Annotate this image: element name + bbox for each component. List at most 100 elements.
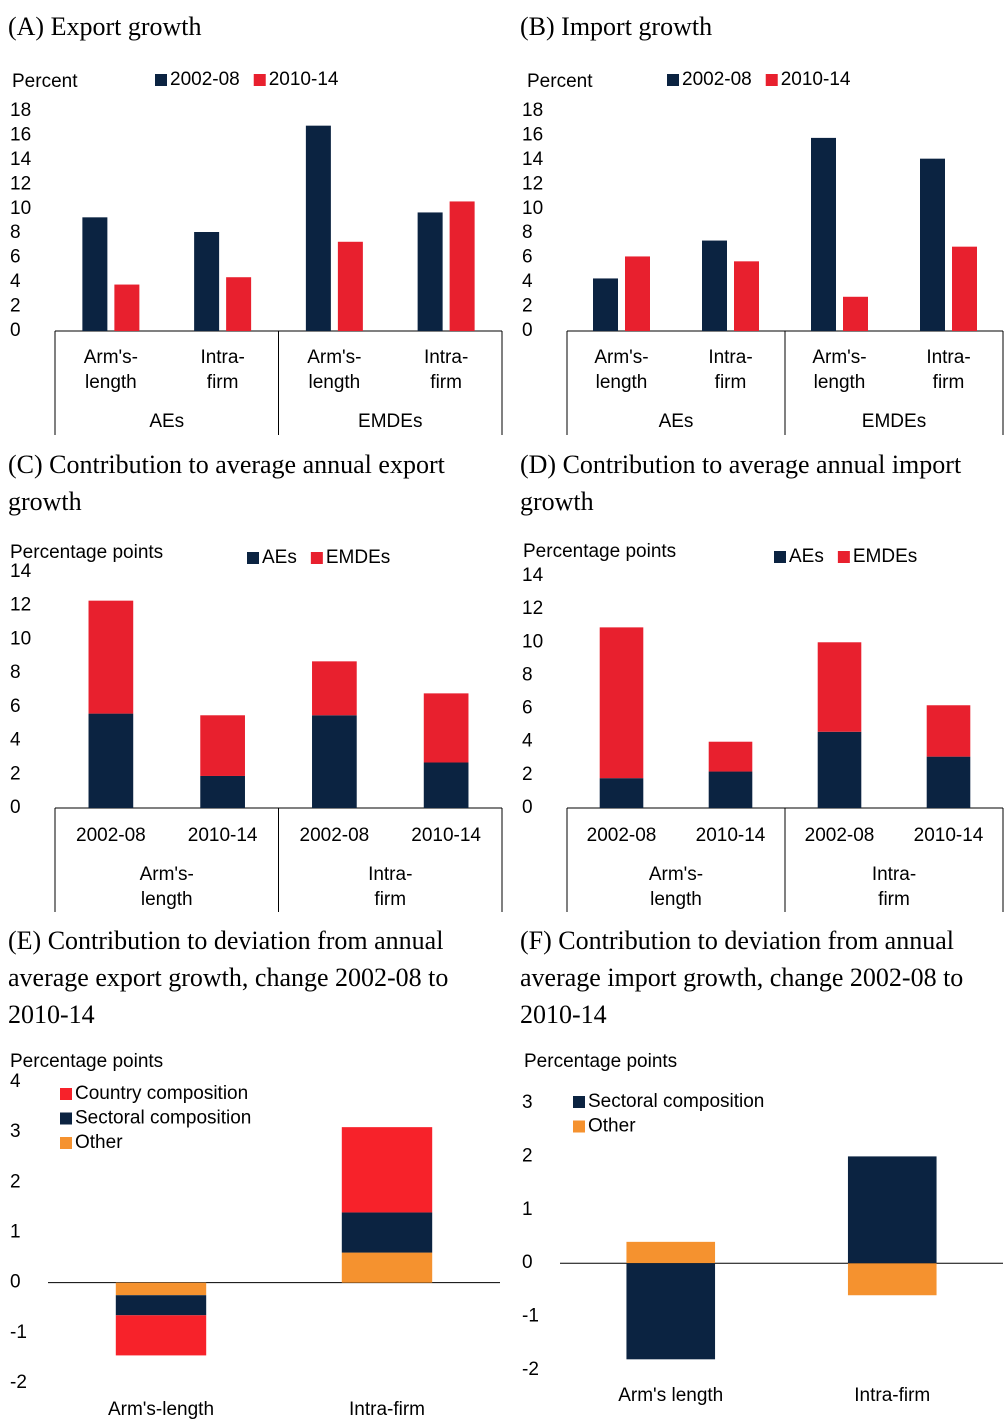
bar bbox=[920, 158, 945, 331]
legend-swatch bbox=[667, 74, 679, 86]
y-tick-label: 3 bbox=[10, 1121, 21, 1142]
group-label: Arm's-length bbox=[649, 864, 703, 910]
legend-swatch bbox=[765, 74, 778, 86]
bar-segment bbox=[200, 715, 245, 776]
panel-title: (B) Import growth bbox=[520, 12, 713, 41]
group-label: Intra-firm bbox=[872, 864, 916, 910]
y-tick-label: 6 bbox=[522, 247, 533, 268]
bar-segment bbox=[926, 756, 971, 808]
y-tick-label: 4 bbox=[522, 731, 533, 752]
legend-label: EMDEs bbox=[853, 546, 917, 567]
legend-label: Other bbox=[75, 1132, 123, 1153]
bar bbox=[114, 284, 140, 331]
y-tick-label: 6 bbox=[522, 698, 533, 719]
x-tick-label: Arm's-length bbox=[812, 347, 866, 393]
bar bbox=[843, 296, 868, 331]
bar bbox=[82, 217, 108, 331]
y-tick-label: 8 bbox=[522, 222, 533, 243]
bar-segment bbox=[423, 762, 469, 808]
y-tick-label: 16 bbox=[10, 124, 31, 145]
y-tick-label: 10 bbox=[522, 198, 543, 219]
legend-swatch bbox=[310, 552, 323, 564]
legend-label: 2002-08 bbox=[682, 69, 752, 90]
y-tick-label: 14 bbox=[10, 149, 32, 170]
legend-label: 2010-14 bbox=[781, 69, 851, 90]
y-tick-label: 0 bbox=[522, 797, 533, 818]
group-label: AEs bbox=[659, 411, 694, 432]
y-tick-label: 12 bbox=[522, 173, 543, 194]
bar-segment bbox=[115, 1282, 207, 1296]
legend-swatch bbox=[60, 1088, 72, 1100]
legend-swatch bbox=[247, 552, 259, 564]
bar bbox=[305, 125, 331, 332]
bar bbox=[194, 232, 220, 331]
y-tick-label: 4 bbox=[522, 271, 533, 292]
y-tick-label: 18 bbox=[522, 100, 543, 121]
bar-segment bbox=[708, 771, 753, 808]
y-tick-label: 10 bbox=[10, 198, 31, 219]
bar bbox=[811, 137, 836, 331]
bar-segment bbox=[626, 1263, 716, 1360]
bar bbox=[337, 241, 363, 331]
x-tick-label: 2010-14 bbox=[914, 825, 984, 846]
bar-segment bbox=[341, 1127, 433, 1213]
y-tick-label: 1 bbox=[522, 1199, 533, 1220]
legend-label: 2010-14 bbox=[269, 69, 339, 90]
y-tick-label: 4 bbox=[10, 1071, 21, 1092]
y-tick-label: 2 bbox=[522, 764, 533, 785]
y-tick-label: 8 bbox=[522, 664, 533, 685]
bar-segment bbox=[817, 731, 862, 808]
x-tick-label: Arm's-length bbox=[108, 1399, 214, 1420]
y-tick-label: 2 bbox=[522, 296, 533, 317]
y-tick-label: 8 bbox=[10, 662, 21, 683]
y-tick-label: 1 bbox=[10, 1222, 21, 1243]
legend-swatch bbox=[155, 74, 167, 86]
bar bbox=[593, 278, 618, 331]
panel-title: (E) Contribution to deviation from annua… bbox=[8, 926, 449, 1029]
y-tick-label: 2 bbox=[10, 763, 21, 784]
group-label: EMDEs bbox=[862, 411, 926, 432]
bar-segment bbox=[115, 1295, 207, 1316]
panel-title: (C) Contribution to average annual expor… bbox=[8, 450, 445, 516]
bar-segment bbox=[88, 600, 134, 714]
y-tick-label: 2 bbox=[10, 296, 21, 317]
y-tick-label: 16 bbox=[522, 124, 543, 145]
legend-label: Other bbox=[588, 1116, 636, 1137]
x-tick-label: Arm's-length bbox=[594, 347, 648, 393]
y-tick-label: 14 bbox=[10, 561, 32, 582]
bar bbox=[417, 212, 443, 331]
legend-label: Sectoral composition bbox=[75, 1108, 251, 1129]
x-tick-label: Intra-firm bbox=[708, 347, 752, 393]
y-tick-label: -2 bbox=[10, 1372, 27, 1393]
bar-segment bbox=[115, 1315, 207, 1356]
y-tick-label: 3 bbox=[522, 1092, 533, 1113]
legend-swatch bbox=[573, 1096, 585, 1108]
group-label: EMDEs bbox=[358, 411, 422, 432]
y-tick-label: 0 bbox=[522, 1252, 533, 1273]
legend-swatch bbox=[837, 551, 850, 563]
legend-label: AEs bbox=[262, 547, 297, 568]
panel-title: (A) Export growth bbox=[8, 12, 202, 41]
y-tick-label: 18 bbox=[10, 100, 31, 121]
bar-segment bbox=[88, 713, 134, 808]
panel-title: (F) Contribution to deviation from annua… bbox=[520, 926, 964, 1029]
y-tick-label: 14 bbox=[522, 149, 544, 170]
y-tick-label: 12 bbox=[10, 173, 31, 194]
y-tick-label: 0 bbox=[522, 320, 533, 341]
y-tick-label: -1 bbox=[522, 1306, 539, 1327]
x-tick-label: 2002-08 bbox=[805, 825, 875, 846]
bar-segment bbox=[423, 693, 469, 763]
y-tick-label: 14 bbox=[522, 565, 544, 586]
bar bbox=[952, 246, 977, 331]
bar-segment bbox=[200, 775, 245, 808]
x-tick-label: 2010-14 bbox=[411, 825, 481, 846]
bar-segment bbox=[817, 642, 862, 732]
y-tick-label: 4 bbox=[10, 271, 21, 292]
y-tick-label: 10 bbox=[522, 631, 543, 652]
y-axis-label: Percent bbox=[527, 71, 593, 92]
bar-segment bbox=[926, 705, 971, 757]
bar bbox=[625, 256, 650, 331]
group-label: Arm's-length bbox=[140, 864, 194, 910]
legend-label: AEs bbox=[789, 546, 824, 567]
bar-segment bbox=[599, 778, 644, 808]
